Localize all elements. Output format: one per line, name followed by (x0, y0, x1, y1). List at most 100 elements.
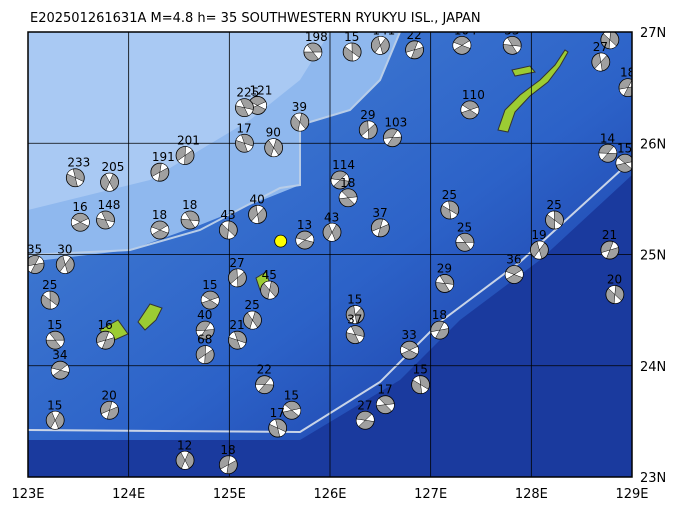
depth-label: 27 (593, 40, 608, 54)
beachball: 191 (150, 150, 175, 182)
beachball: 34 (50, 348, 70, 380)
depth-label: 90 (266, 126, 281, 140)
nodal-sector (96, 331, 115, 349)
depth-label: 25 (42, 278, 57, 292)
depth-label: 233 (67, 156, 90, 170)
nodal-sector (50, 364, 70, 376)
beachball: 104 (452, 32, 477, 55)
nodal-sector (348, 305, 362, 324)
beachball: 45 (260, 268, 280, 300)
nodal-sector (452, 40, 472, 51)
depth-label: 39 (292, 100, 307, 114)
beachball: 43 (218, 208, 238, 240)
depth-label: 18 (152, 208, 167, 222)
nodal-sector (59, 255, 71, 274)
nodal-sector (460, 104, 480, 116)
beachball: 148 (96, 198, 120, 230)
depth-label: 30 (57, 243, 72, 257)
nodal-sector (330, 173, 350, 187)
nodal-sector (221, 220, 236, 240)
depth-label: 13 (297, 218, 312, 232)
nodal-sector (282, 404, 301, 417)
depth-label: 15 (413, 363, 428, 377)
beachball: 43 (322, 210, 342, 242)
beachball: 14 (598, 131, 618, 163)
nodal-sector (533, 240, 546, 260)
beachball: 15 (45, 318, 65, 350)
nodal-sector (376, 397, 395, 412)
depth-label: 16 (72, 200, 87, 214)
depth-label: 22 (257, 363, 272, 377)
beachball: 18 (150, 208, 170, 240)
nodal-sector (430, 321, 449, 339)
nodal-sector (405, 41, 424, 59)
beachball: 198 (303, 30, 328, 62)
nodal-sector (361, 120, 376, 140)
nodal-sector (263, 280, 276, 300)
beachball: 12 (175, 438, 195, 470)
depth-label: 43 (220, 208, 235, 222)
depth-label: 15 (47, 318, 62, 332)
lon-label: 125E (213, 487, 246, 502)
lat-label: 25N (640, 249, 666, 264)
lat-label: 23N (640, 471, 666, 486)
nodal-sector (338, 191, 358, 205)
depth-label: 53 (504, 23, 519, 37)
nodal-sector (220, 455, 237, 474)
depth-label: 68 (197, 333, 212, 347)
depth-label: 18 (182, 198, 197, 212)
beachball: 40 (195, 308, 215, 340)
nodal-sector (235, 134, 254, 153)
depth-label: 205 (102, 160, 125, 174)
beachball: 16 (70, 200, 90, 232)
beachball: 29 (435, 261, 455, 293)
depth-label: 21 (602, 228, 617, 242)
beachball: 13 (295, 218, 315, 250)
nodal-sector (441, 200, 458, 220)
beachball: 25 (455, 220, 475, 252)
beachball: 53 (502, 23, 522, 55)
beachball: 19 (529, 228, 549, 260)
depth-label: 17 (270, 406, 285, 420)
nodal-sector (66, 168, 84, 187)
depth-label: 198 (305, 30, 328, 44)
beachball: 225 (235, 86, 259, 118)
nodal-sector (455, 234, 475, 250)
beachball: 27 (227, 256, 247, 288)
depth-label: 141 (372, 23, 395, 37)
beachball: 18 (218, 443, 238, 475)
lon-label: 129E (615, 487, 648, 502)
beachball: 15 (282, 388, 302, 420)
beachball: 110 (460, 88, 485, 120)
depth-label: 40 (197, 308, 212, 322)
depth-label: 35 (27, 243, 42, 257)
nodal-sector (96, 211, 115, 229)
beachball: 103 (383, 116, 407, 148)
nodal-sector (505, 269, 524, 280)
nodal-sector (151, 163, 169, 182)
beachball: 15 (345, 293, 365, 324)
nodal-sector (50, 411, 61, 430)
depth-label: 25 (457, 220, 472, 234)
shelf-inner (28, 32, 330, 210)
beachball: 18 (180, 198, 200, 230)
trough (28, 32, 401, 256)
depth-label: 15 (284, 388, 299, 402)
beachball: 25 (440, 188, 460, 220)
beachball: 27 (591, 40, 611, 72)
nodal-sector (180, 212, 200, 228)
nodal-sector (435, 275, 454, 292)
lon-label: 124E (112, 487, 145, 502)
beachball: 20 (100, 388, 119, 420)
nodal-sector (594, 52, 608, 72)
depth-label: 191 (152, 150, 175, 164)
lon-label: 128E (515, 487, 548, 502)
depth-label: 40 (250, 192, 265, 206)
depth-label: 225 (236, 86, 259, 100)
depth-label: 110 (462, 88, 485, 102)
nodal-sector (374, 36, 386, 55)
nodal-sector (346, 326, 365, 344)
depth-label: 37 (372, 206, 387, 220)
depth-label: 15 (47, 398, 62, 412)
